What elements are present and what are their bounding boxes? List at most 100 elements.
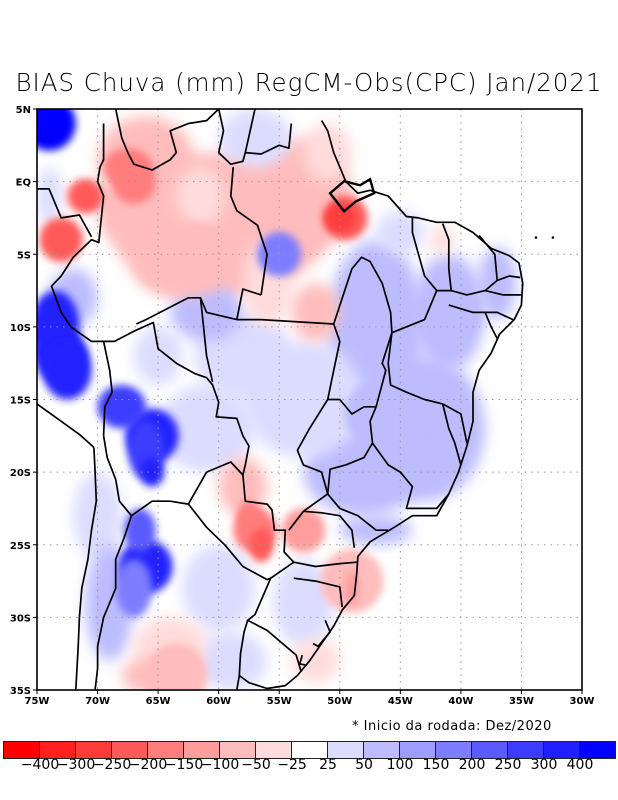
colorbar-box <box>4 742 40 758</box>
bias-patch <box>176 167 225 226</box>
boundary-line <box>298 654 308 667</box>
boundary-line <box>441 403 462 466</box>
bias-core <box>139 457 165 487</box>
bias-core <box>124 508 156 553</box>
run-start-annotation: * Inicio da rodada: Dez/2020 <box>352 719 552 734</box>
bias-core <box>281 508 326 553</box>
colorbar-label: −150 <box>164 757 204 773</box>
y-tick-label: 5N <box>16 105 31 116</box>
x-tick-label: 55W <box>267 696 292 707</box>
colorbar-box <box>256 742 292 758</box>
bias-patch <box>182 544 255 632</box>
bias-patch <box>477 246 517 320</box>
boundary-line <box>450 234 499 296</box>
colorbar-label: 300 <box>530 757 558 773</box>
boundary-line <box>327 493 389 532</box>
colorbar-box <box>184 742 220 758</box>
bias-patch <box>218 457 268 516</box>
colorbar-label: 25 <box>319 757 337 773</box>
island-dot <box>551 236 555 239</box>
bias-patch <box>291 283 340 342</box>
x-tick-label: 30W <box>570 696 595 707</box>
bias-patch <box>194 631 268 690</box>
bias-core <box>257 232 302 277</box>
x-tick-label: 45W <box>388 696 413 707</box>
boundary-line <box>37 403 95 449</box>
boundary-line <box>484 312 498 339</box>
x-tick-label: 60W <box>206 696 231 707</box>
colorbar-box <box>328 742 364 758</box>
boundary-line <box>94 435 133 690</box>
boundary-line <box>371 442 450 510</box>
marajo-island-outline <box>328 177 376 213</box>
bias-core <box>144 643 208 690</box>
bias-patch <box>430 225 455 255</box>
x-tick-label: 75W <box>25 696 50 707</box>
bias-core <box>43 341 92 400</box>
boundary-line <box>293 577 344 608</box>
colorbar-box <box>220 742 256 758</box>
boundary-line <box>293 561 357 568</box>
colorbar-label: −25 <box>277 757 307 773</box>
bias-patch <box>37 167 62 226</box>
colorbar-box <box>148 742 184 758</box>
colorbar-label: 250 <box>494 757 522 773</box>
colorbar-label: 50 <box>355 757 373 773</box>
x-tick-label: 50W <box>327 696 352 707</box>
boundary-line <box>484 289 522 296</box>
colorbar-box <box>76 742 112 758</box>
boundary-line <box>391 216 438 334</box>
boundary-line <box>436 223 453 292</box>
bias-patch <box>303 428 425 516</box>
boundary-line <box>74 447 98 690</box>
boundary-line <box>187 503 272 581</box>
boundary-line <box>496 275 521 282</box>
bias-core <box>115 559 153 618</box>
colorbar-label: 200 <box>458 757 486 773</box>
boundary-line <box>244 109 293 155</box>
y-tick-label: 35S <box>10 686 31 697</box>
bias-core <box>236 501 262 531</box>
colorbar <box>3 741 616 759</box>
bias-core <box>37 109 58 139</box>
colorbar-box <box>364 742 400 758</box>
x-tick-label: 35W <box>509 696 534 707</box>
bias-patch <box>291 639 340 683</box>
island-dot <box>534 236 538 239</box>
y-tick-label: 5S <box>17 250 31 261</box>
boundary-line <box>135 288 262 325</box>
y-tick-label: 10S <box>10 323 31 334</box>
political-boundaries <box>37 109 524 690</box>
boundary-line <box>217 109 247 166</box>
colorbar-label: −300 <box>56 757 96 773</box>
bias-core <box>417 280 481 345</box>
boundary-line <box>236 318 334 325</box>
bias-core <box>248 527 274 563</box>
colorbar-box <box>40 742 76 758</box>
colorbar-box <box>292 742 328 758</box>
bias-core <box>67 178 104 214</box>
colorbar-label: 100 <box>386 757 414 773</box>
boundary-line <box>37 188 93 238</box>
boundary-line <box>238 620 249 676</box>
y-tick-label: 30S <box>10 613 31 624</box>
x-tick-label: 40W <box>448 696 473 707</box>
colorbar-box <box>544 742 580 758</box>
colorbar-box <box>580 742 615 758</box>
colorbar-label: 150 <box>422 757 450 773</box>
colorbar-box <box>112 742 148 758</box>
colorbar-label: −100 <box>200 757 240 773</box>
bias-patch <box>73 472 122 560</box>
boundary-line <box>303 510 356 548</box>
boundary-line <box>332 256 393 408</box>
bias-core <box>324 203 356 233</box>
boundary-line <box>50 123 302 672</box>
chart-title: BIAS Chuva (mm) RegCM-Obs(CPC) Jan/2021 <box>15 68 603 97</box>
boundary-line <box>229 167 268 296</box>
bias-core <box>344 381 408 447</box>
bias-core <box>39 217 84 262</box>
y-tick-label: EQ <box>16 178 31 189</box>
colorbar-label: 400 <box>566 757 594 773</box>
colorbar-box <box>508 742 544 758</box>
y-tick-label: 15S <box>10 396 31 407</box>
